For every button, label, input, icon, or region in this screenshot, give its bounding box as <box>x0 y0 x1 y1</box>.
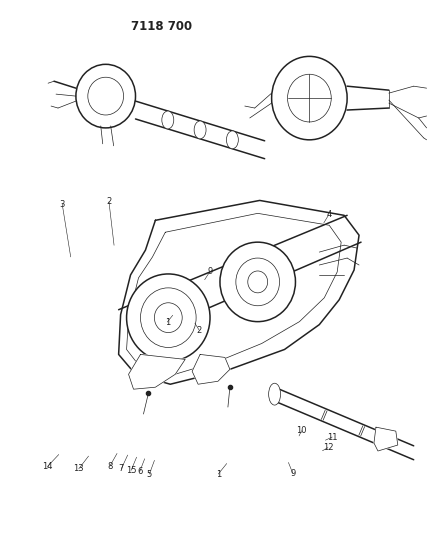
Ellipse shape <box>127 274 210 361</box>
Text: 11: 11 <box>327 432 337 441</box>
Ellipse shape <box>76 64 136 128</box>
Ellipse shape <box>269 383 281 405</box>
Text: 14: 14 <box>42 462 53 471</box>
Ellipse shape <box>220 242 295 321</box>
Text: 13: 13 <box>74 464 84 473</box>
Ellipse shape <box>226 131 238 149</box>
Text: 4: 4 <box>326 210 331 219</box>
Text: 1: 1 <box>165 318 170 327</box>
Text: 3: 3 <box>59 199 65 208</box>
Ellipse shape <box>272 56 347 140</box>
Polygon shape <box>128 354 185 389</box>
Text: 15: 15 <box>126 466 137 475</box>
Polygon shape <box>119 200 359 384</box>
Ellipse shape <box>162 111 174 129</box>
Text: 7: 7 <box>119 464 124 473</box>
Ellipse shape <box>194 121 206 139</box>
Text: 2: 2 <box>106 197 112 206</box>
Text: 10: 10 <box>296 426 307 435</box>
Text: 8: 8 <box>107 462 113 471</box>
Text: 5: 5 <box>147 470 152 479</box>
Text: 7118 700: 7118 700 <box>131 20 192 33</box>
Text: 2: 2 <box>196 326 202 335</box>
Polygon shape <box>192 354 230 384</box>
Text: 1: 1 <box>216 470 221 479</box>
Text: 12: 12 <box>323 443 333 452</box>
Polygon shape <box>374 427 398 451</box>
Text: 9: 9 <box>290 469 295 478</box>
Text: 9: 9 <box>207 267 212 276</box>
Text: 6: 6 <box>137 467 142 477</box>
